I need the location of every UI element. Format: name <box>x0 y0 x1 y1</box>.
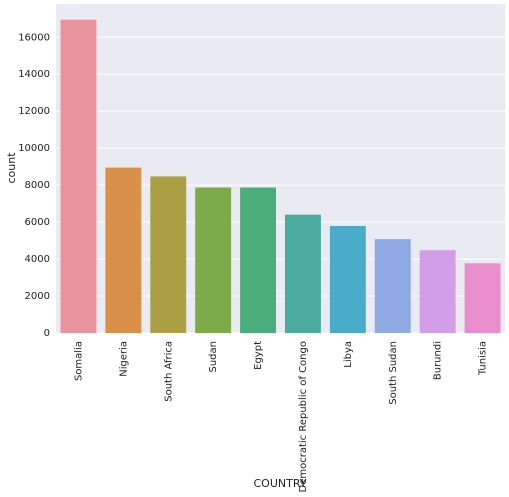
bar <box>329 225 366 333</box>
x-tick-label: South Africa <box>163 341 174 402</box>
y-tick-label: 4000 <box>25 254 50 265</box>
x-tick-label: Libya <box>343 341 354 368</box>
y-tick-label: 8000 <box>25 180 50 191</box>
x-tick-label: Democratic Republic of Congo <box>298 341 309 492</box>
y-tick-label: 6000 <box>25 217 50 228</box>
y-tick-label: 14000 <box>18 69 50 80</box>
y-tick-label: 2000 <box>25 291 50 302</box>
y-tick-label: 12000 <box>18 106 50 117</box>
x-tick-label: Somalia <box>73 341 84 381</box>
bar <box>464 263 501 333</box>
x-tick-label: Egypt <box>253 341 264 370</box>
x-tick-label: Sudan <box>208 341 219 373</box>
x-tick-label: South Sudan <box>388 341 399 405</box>
y-tick-label: 16000 <box>18 32 50 43</box>
y-tick-label: 0 <box>44 328 50 339</box>
x-tick-label: Tunisia <box>478 341 489 376</box>
bar <box>374 239 411 333</box>
bar <box>195 187 232 333</box>
bar <box>150 176 187 333</box>
y-tick-label: 10000 <box>18 143 50 154</box>
bar <box>284 214 321 333</box>
x-tick-label: Burundi <box>433 341 444 380</box>
bar <box>419 250 456 333</box>
bar <box>105 167 142 333</box>
bar <box>60 19 97 334</box>
x-tick-label: Nigeria <box>118 341 129 377</box>
x-axis-title: COUNTRY <box>254 477 307 490</box>
bar <box>240 187 277 333</box>
y-axis-title: count <box>5 152 18 184</box>
